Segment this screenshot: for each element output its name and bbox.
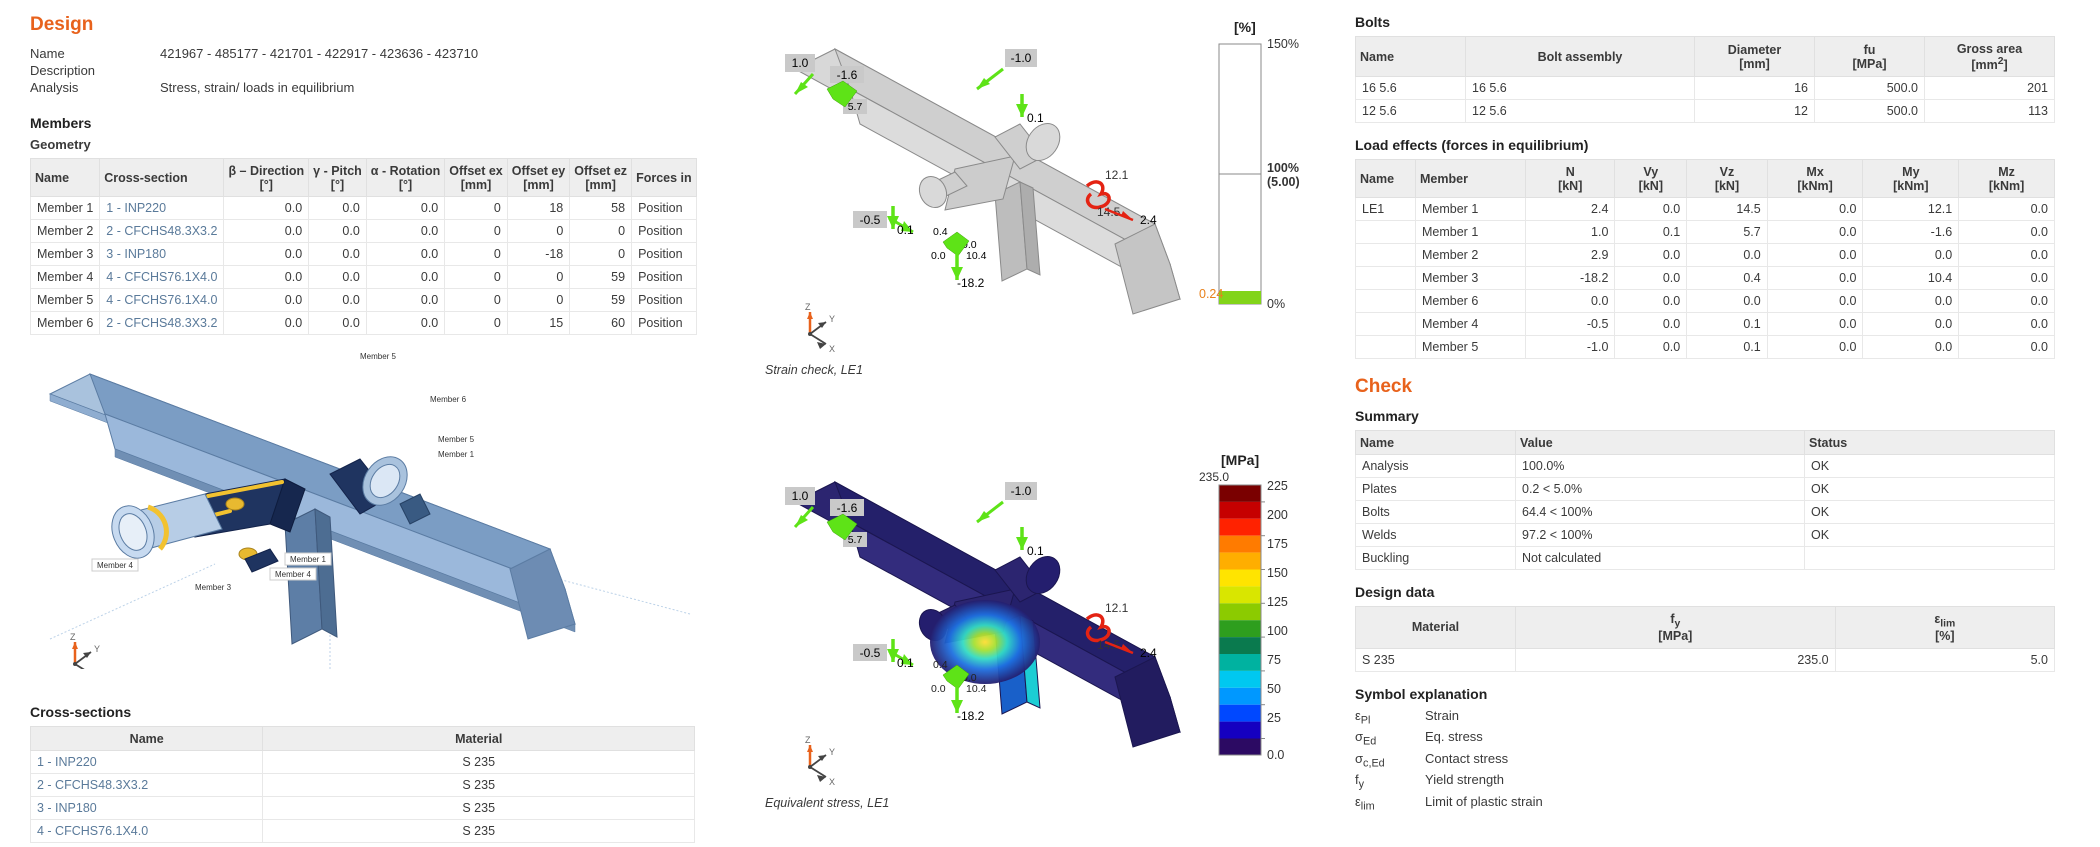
svg-text:5.7: 5.7: [848, 534, 863, 546]
svg-text:2.4: 2.4: [1140, 646, 1157, 660]
svg-text:5.7: 5.7: [848, 101, 863, 113]
svg-text:175: 175: [1267, 537, 1288, 551]
svg-text:1.0: 1.0: [792, 56, 809, 70]
svg-text:0.0: 0.0: [1267, 748, 1284, 762]
svg-text:-18.2: -18.2: [957, 709, 985, 723]
svg-text:-1.0: -1.0: [1011, 51, 1032, 65]
svg-text:100: 100: [1267, 624, 1288, 638]
svg-text:-18.2: -18.2: [957, 276, 985, 290]
svg-text:Z: Z: [805, 302, 811, 312]
svg-text:0.0: 0.0: [931, 250, 946, 262]
svg-text:0.24: 0.24: [1199, 287, 1223, 301]
svg-text:10.4: 10.4: [966, 250, 987, 262]
svg-text:-1.6: -1.6: [837, 68, 858, 82]
svg-text:Member 4: Member 4: [275, 570, 312, 579]
svg-text:Y: Y: [94, 644, 100, 654]
svg-text:200: 200: [1267, 508, 1288, 522]
svg-text:[%]: [%]: [1234, 19, 1256, 35]
svg-text:0.1: 0.1: [1027, 111, 1044, 125]
svg-text:Member 1: Member 1: [438, 450, 475, 459]
svg-text:150%: 150%: [1267, 37, 1299, 51]
svg-text:0.1: 0.1: [897, 656, 914, 670]
svg-text:100%: 100%: [1267, 161, 1299, 175]
svg-text:Member 6: Member 6: [430, 395, 467, 404]
svg-text:225: 225: [1267, 479, 1288, 493]
svg-text:Z: Z: [70, 632, 76, 642]
svg-text:50: 50: [1267, 682, 1281, 696]
svg-text:12.1: 12.1: [1105, 168, 1129, 182]
svg-text:-0.5: -0.5: [860, 213, 881, 227]
svg-text:(5.00): (5.00): [1267, 175, 1300, 189]
svg-text:0.0: 0.0: [931, 683, 946, 695]
svg-text:10.4: 10.4: [966, 683, 987, 695]
svg-text:0%: 0%: [1267, 297, 1285, 311]
svg-text:150: 150: [1267, 566, 1288, 580]
svg-text:X: X: [829, 777, 835, 787]
svg-text:0.4: 0.4: [933, 226, 948, 238]
svg-text:14.5: 14.5: [1097, 205, 1121, 219]
svg-text:0.1: 0.1: [897, 223, 914, 237]
svg-text:Member 5: Member 5: [360, 352, 397, 361]
svg-text:Y: Y: [829, 747, 835, 757]
svg-text:12.1: 12.1: [1105, 601, 1129, 615]
svg-text:235.0: 235.0: [1199, 470, 1229, 484]
svg-text:0.4: 0.4: [933, 659, 948, 671]
svg-text:Member 4: Member 4: [97, 561, 134, 570]
svg-text:Member 5: Member 5: [438, 435, 475, 444]
svg-text:75: 75: [1267, 653, 1281, 667]
svg-text:X: X: [829, 344, 835, 354]
svg-text:[MPa]: [MPa]: [1221, 452, 1259, 468]
svg-text:-1.0: -1.0: [1011, 484, 1032, 498]
svg-text:1.0: 1.0: [792, 489, 809, 503]
svg-text:2.4: 2.4: [1140, 213, 1157, 227]
svg-text:Y: Y: [829, 314, 835, 324]
svg-text:Member 1: Member 1: [290, 555, 327, 564]
svg-text:Member 3: Member 3: [195, 583, 232, 592]
svg-text:0.1: 0.1: [1027, 544, 1044, 558]
svg-text:Z: Z: [805, 735, 811, 745]
svg-text:25: 25: [1267, 711, 1281, 725]
svg-text:14.5: 14.5: [1097, 638, 1121, 652]
svg-text:-0.5: -0.5: [860, 646, 881, 660]
svg-text:125: 125: [1267, 595, 1288, 609]
svg-text:-1.6: -1.6: [837, 501, 858, 515]
